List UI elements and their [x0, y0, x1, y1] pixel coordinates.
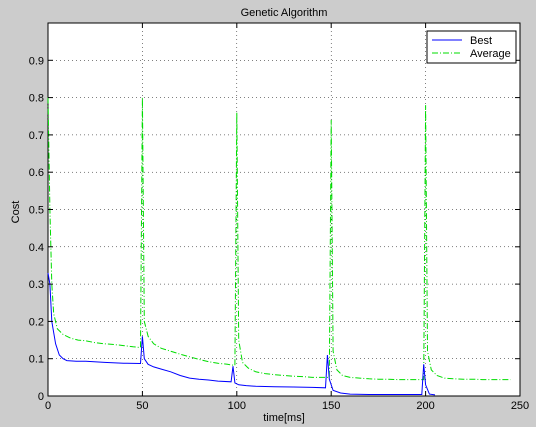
- y-tick-label: 0.9: [29, 55, 44, 67]
- x-axis-label: time[ms]: [263, 412, 305, 424]
- legend-label: Average: [470, 48, 511, 60]
- series-line-best: [47, 272, 436, 396]
- legend-box: [426, 30, 517, 64]
- y-tick-label: 0.3: [29, 279, 44, 291]
- legend-label: Best: [470, 35, 492, 47]
- x-tick-label: 50: [136, 400, 148, 412]
- y-tick-label: 0.7: [29, 130, 44, 142]
- y-tick-label: 0.4: [29, 242, 44, 254]
- y-tick-label: 0.2: [29, 316, 44, 328]
- y-tick-label: 0.6: [29, 167, 44, 179]
- y-tick-label: 0: [38, 391, 44, 403]
- x-tick-label: 250: [511, 400, 529, 412]
- x-tick-label: 100: [228, 400, 246, 412]
- grid: [48, 23, 520, 396]
- y-tick-label: 0.5: [29, 205, 44, 217]
- y-axis-label: Cost: [10, 201, 22, 224]
- y-tick-label: 0.1: [29, 354, 44, 366]
- series-group: [47, 97, 511, 396]
- chart-title: Genetic Algorithm: [241, 7, 328, 19]
- x-tick-label: 200: [416, 400, 434, 412]
- x-tick-label: 150: [322, 400, 340, 412]
- ticks: 0 50 100 150 200 250 0 0.1 0.2 0.3 0.4 0.5 0.6 0.7 0.8…: [29, 23, 529, 412]
- x-tick-label: 0: [45, 400, 51, 412]
- series-line-average: [47, 97, 511, 381]
- y-tick-label: 0.8: [29, 93, 44, 105]
